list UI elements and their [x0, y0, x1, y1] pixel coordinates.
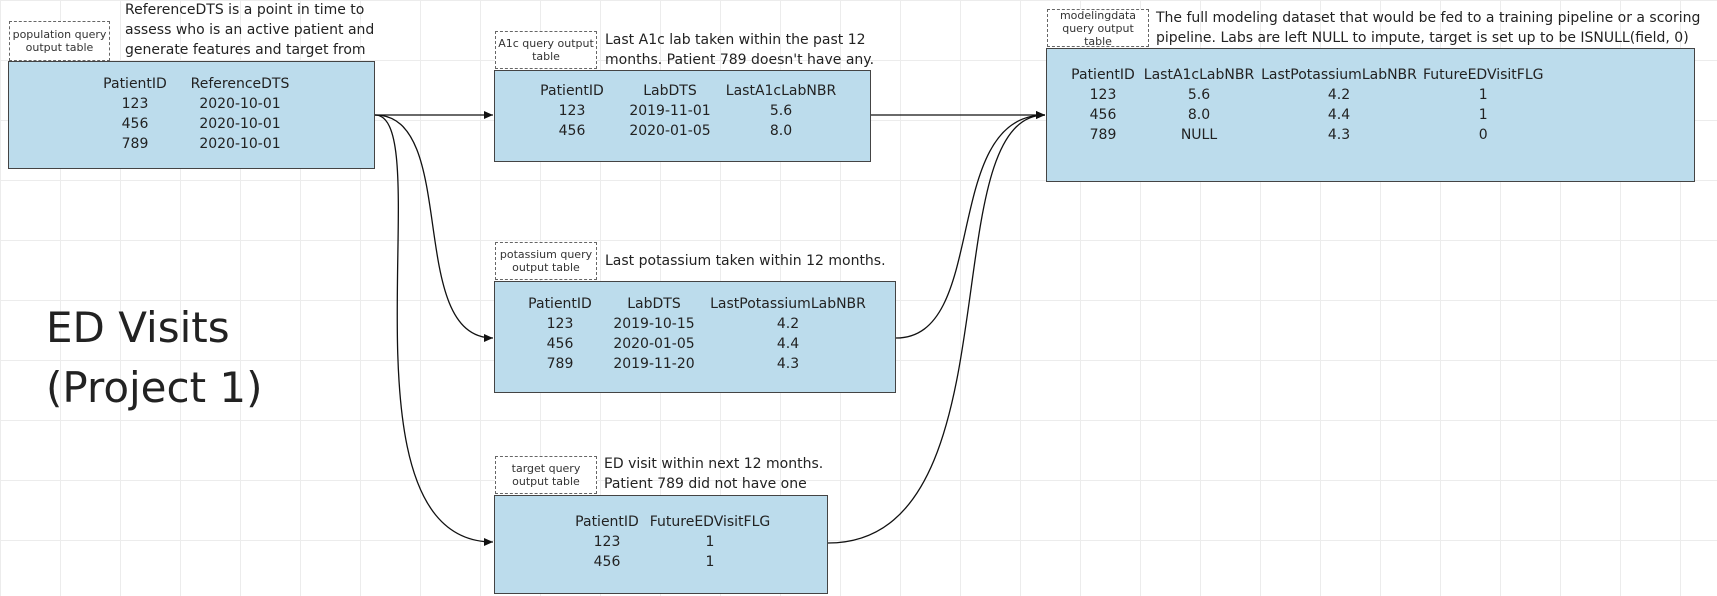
- table-cell: 789: [121, 136, 149, 152]
- table-cell: 123: [121, 96, 149, 112]
- table-cell: 789: [546, 356, 574, 372]
- target-label: target query output table: [495, 456, 597, 494]
- table-row: 123 5.6 4.2 1: [1063, 85, 1544, 105]
- table-row: 123 2019-10-15 4.2: [519, 314, 869, 334]
- population-label: population query output table: [9, 21, 110, 61]
- table-cell: 456: [558, 123, 586, 139]
- table-cell: 1: [1478, 87, 1488, 103]
- table-row: 123 2019-11-01 5.6: [529, 101, 837, 121]
- table-cell: 456: [121, 116, 149, 132]
- arrow-population-to-potassium: [374, 114, 494, 342]
- modeling-label: modelingdata query output table: [1047, 9, 1149, 48]
- column-header: PatientID: [103, 76, 167, 92]
- table-cell: 2020-10-01: [199, 136, 281, 152]
- table-header-row: PatientID LabDTS LastPotassiumLabNBR: [519, 294, 869, 314]
- table-cell: 2020-01-05: [629, 123, 711, 139]
- table-row: 123 2020-10-01: [89, 94, 299, 114]
- population-grid: PatientID ReferenceDTS 123 2020-10-01 45…: [89, 74, 299, 154]
- table-cell: 5.6: [1187, 87, 1211, 103]
- table-cell: 1: [705, 534, 715, 550]
- table-row: 789 2019-11-20 4.3: [519, 354, 869, 374]
- table-cell: 8.0: [1187, 107, 1211, 123]
- table-cell: 123: [546, 316, 574, 332]
- target-grid: PatientID FutureEDVisitFLG 123 1 456 1: [569, 512, 775, 572]
- potassium-note: Last potassium taken within 12 months.: [605, 253, 886, 269]
- target-table: PatientID FutureEDVisitFLG 123 1 456 1: [494, 495, 828, 594]
- table-cell: 2020-01-05: [613, 336, 695, 352]
- table-header-row: PatientID LabDTS LastA1cLabNBR: [529, 81, 837, 101]
- column-header: LabDTS: [627, 296, 681, 312]
- table-cell: 0: [1478, 127, 1488, 143]
- column-header: LastPotassiumLabNBR: [710, 296, 866, 312]
- column-header: PatientID: [1071, 67, 1135, 83]
- target-note: ED visit within next 12 months. Patient …: [604, 456, 824, 492]
- diagram-title: ED Visits (Project 1): [46, 303, 263, 412]
- table-cell: 123: [558, 103, 586, 119]
- table-header-row: PatientID ReferenceDTS: [89, 74, 299, 94]
- table-cell: 4.3: [1327, 127, 1351, 143]
- table-cell: 4.2: [1327, 87, 1351, 103]
- column-header: LabDTS: [643, 83, 697, 99]
- modeling-note: The full modeling dataset that would be …: [1156, 10, 1701, 46]
- table-cell: 456: [593, 554, 621, 570]
- table-cell: 2019-11-01: [629, 103, 711, 119]
- table-header-row: PatientID LastA1cLabNBR LastPotassiumLab…: [1063, 65, 1544, 85]
- table-row: 789 2020-10-01: [89, 134, 299, 154]
- table-cell: 5.6: [769, 103, 793, 119]
- potassium-table: PatientID LabDTS LastPotassiumLabNBR 123…: [494, 281, 896, 393]
- table-cell: 2019-11-20: [613, 356, 695, 372]
- table-row: 456 8.0 4.4 1: [1063, 105, 1544, 125]
- table-cell: 1: [705, 554, 715, 570]
- table-row: 789 NULL 4.3 0: [1063, 125, 1544, 145]
- a1c-note: Last A1c lab taken within the past 12 mo…: [605, 32, 875, 68]
- table-cell: 4.2: [776, 316, 800, 332]
- table-cell: 456: [546, 336, 574, 352]
- table-cell: 2019-10-15: [613, 316, 695, 332]
- column-header: ReferenceDTS: [190, 76, 290, 92]
- table-row: 456 2020-01-05 4.4: [519, 334, 869, 354]
- table-row: 456 1: [569, 552, 775, 572]
- column-header: FutureEDVisitFLG: [649, 514, 771, 530]
- modeling-grid: PatientID LastA1cLabNBR LastPotassiumLab…: [1063, 65, 1544, 145]
- table-row: 456 2020-01-05 8.0: [529, 121, 837, 141]
- potassium-grid: PatientID LabDTS LastPotassiumLabNBR 123…: [519, 294, 869, 374]
- a1c-table: PatientID LabDTS LastA1cLabNBR 123 2019-…: [494, 70, 871, 162]
- table-cell: 456: [1089, 107, 1117, 123]
- table-cell: 123: [1089, 87, 1117, 103]
- table-cell: NULL: [1180, 127, 1218, 143]
- table-header-row: PatientID FutureEDVisitFLG: [569, 512, 775, 532]
- column-header: PatientID: [575, 514, 639, 530]
- table-cell: 2020-10-01: [199, 96, 281, 112]
- population-table: PatientID ReferenceDTS 123 2020-10-01 45…: [8, 61, 375, 169]
- table-cell: 4.3: [776, 356, 800, 372]
- table-cell: 4.4: [776, 336, 800, 352]
- column-header: PatientID: [540, 83, 604, 99]
- population-note: ReferenceDTS is a point in time to asses…: [125, 2, 375, 58]
- table-cell: 8.0: [769, 123, 793, 139]
- column-header: FutureEDVisitFLG: [1423, 67, 1544, 83]
- arrow-potassium-to-modeling: [895, 111, 1046, 339]
- table-row: 456 2020-10-01: [89, 114, 299, 134]
- column-header: PatientID: [528, 296, 592, 312]
- table-cell: 789: [1089, 127, 1117, 143]
- arrow-target-to-modeling: [827, 111, 1046, 544]
- column-header: LastPotassiumLabNBR: [1261, 67, 1417, 83]
- a1c-label: A1c query output table: [495, 31, 597, 69]
- table-cell: 2020-10-01: [199, 116, 281, 132]
- potassium-label: potassium query output table: [495, 242, 597, 280]
- column-header: LastA1cLabNBR: [1143, 67, 1255, 83]
- table-cell: 4.4: [1327, 107, 1351, 123]
- arrow-population-to-target: [374, 114, 494, 546]
- table-cell: 1: [1478, 107, 1488, 123]
- column-header: LastA1cLabNBR: [725, 83, 837, 99]
- table-cell: 123: [593, 534, 621, 550]
- modeling-table: PatientID LastA1cLabNBR LastPotassiumLab…: [1046, 48, 1695, 182]
- a1c-grid: PatientID LabDTS LastA1cLabNBR 123 2019-…: [529, 81, 837, 141]
- table-row: 123 1: [569, 532, 775, 552]
